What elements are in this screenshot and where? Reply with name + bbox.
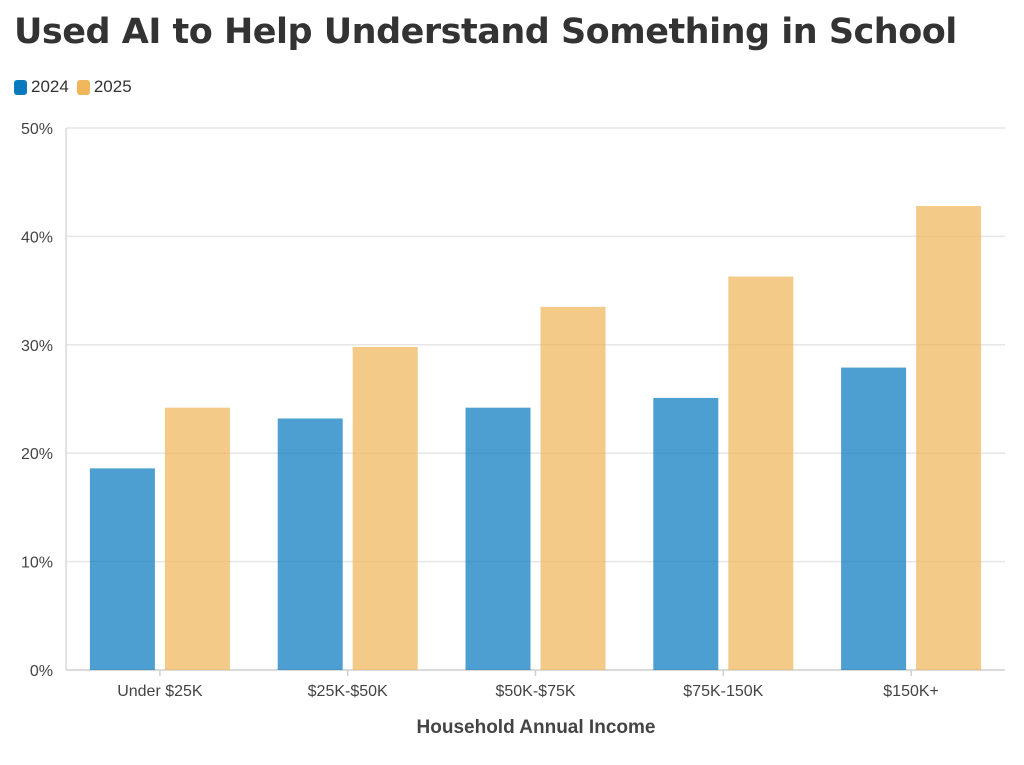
x-tick-label: $25K-$50K <box>308 683 388 700</box>
legend-label-2024: 2024 <box>31 77 69 96</box>
legend-label-2025: 2025 <box>93 77 132 96</box>
legend-item-2025: 2025 <box>76 77 132 97</box>
legend-swatch-2025 <box>76 79 90 95</box>
bar-2024-0 <box>89 468 155 670</box>
y-tick-label: 20% <box>21 446 53 463</box>
x-tick-label: $75K-150K <box>683 683 763 700</box>
bars <box>89 206 982 670</box>
bar-2024-2 <box>465 407 531 670</box>
x-tick-label: Under $25K <box>117 683 203 700</box>
bar-2025-2 <box>540 306 606 670</box>
bar-2024-3 <box>653 397 719 670</box>
legend: 2024 2025 <box>14 77 140 97</box>
bar-2024-4 <box>841 367 907 670</box>
bar-2025-0 <box>164 407 230 670</box>
bar-2025-3 <box>728 276 794 670</box>
bar-2024-1 <box>277 418 343 670</box>
y-tick-label: 50% <box>21 121 53 138</box>
bar-2025-4 <box>916 206 982 670</box>
y-tick-label: 30% <box>21 338 53 355</box>
y-tick-label: 0% <box>30 663 53 680</box>
x-tick-label: $150K+ <box>883 683 939 700</box>
y-tick-label: 10% <box>21 555 53 572</box>
chart-title: Used AI to Help Understand Something in … <box>14 12 957 52</box>
legend-item-2024: 2024 <box>14 77 69 97</box>
x-tick-label: $50K-$75K <box>495 683 575 700</box>
bar-2025-1 <box>352 346 418 670</box>
legend-swatch-2024 <box>14 79 27 95</box>
axes: 0% 10% 20% 30% 40% 50% Under $25K $25K-$50K $50K… <box>21 121 939 700</box>
y-tick-label: 40% <box>21 229 53 246</box>
x-axis-title: Household Annual Income <box>417 717 656 738</box>
